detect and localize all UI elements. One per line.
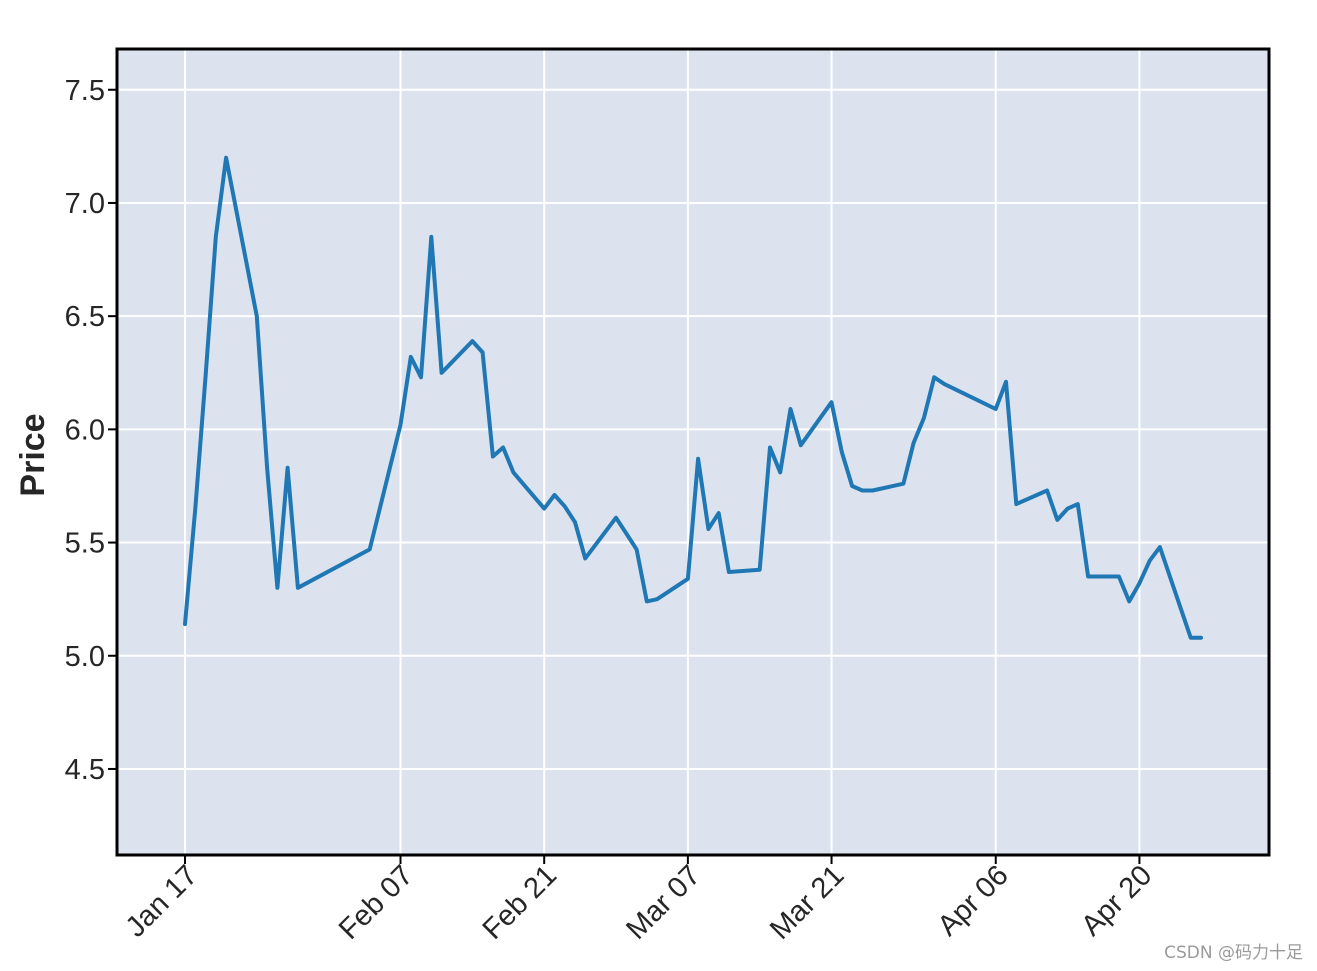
x-gridlines xyxy=(184,49,1141,855)
x-tick-label: Feb 21 xyxy=(477,859,563,945)
plot-frame xyxy=(115,47,1271,857)
x-tick-label: Jan 17 xyxy=(120,859,204,943)
y-tick-label: 5.0 xyxy=(65,641,105,673)
y-gridlines xyxy=(117,88,1269,770)
y-tick-label: 4.5 xyxy=(65,754,105,786)
y-tick-label: 5.5 xyxy=(65,528,105,560)
y-tick-label: 6.0 xyxy=(65,414,105,446)
series-group xyxy=(183,155,1203,640)
y-tick-label: 7.5 xyxy=(65,75,105,107)
x-tick-label: Apr 20 xyxy=(1075,859,1158,942)
x-tick-label: Mar 21 xyxy=(764,859,850,945)
x-tick-label: Mar 07 xyxy=(620,859,706,945)
x-tick-label: Feb 07 xyxy=(333,859,419,945)
watermark-text: CSDN @码力十足 xyxy=(1164,943,1303,963)
plot-area-background xyxy=(117,49,1269,855)
y-tick-label: 6.5 xyxy=(65,301,105,333)
y-axis-ticks: 4.5 5.0 5.5 6.0 6.5 7.0 7.5 xyxy=(65,75,117,786)
y-tick-label: 7.0 xyxy=(65,188,105,220)
x-tick-label: Apr 06 xyxy=(932,859,1015,942)
y-axis-label: Price xyxy=(14,413,52,496)
x-axis-ticks: Jan 17 Feb 07 Feb 21 Mar 07 Mar 21 Apr 06 Apr … xyxy=(120,855,1158,946)
price-series-line xyxy=(183,155,1203,640)
